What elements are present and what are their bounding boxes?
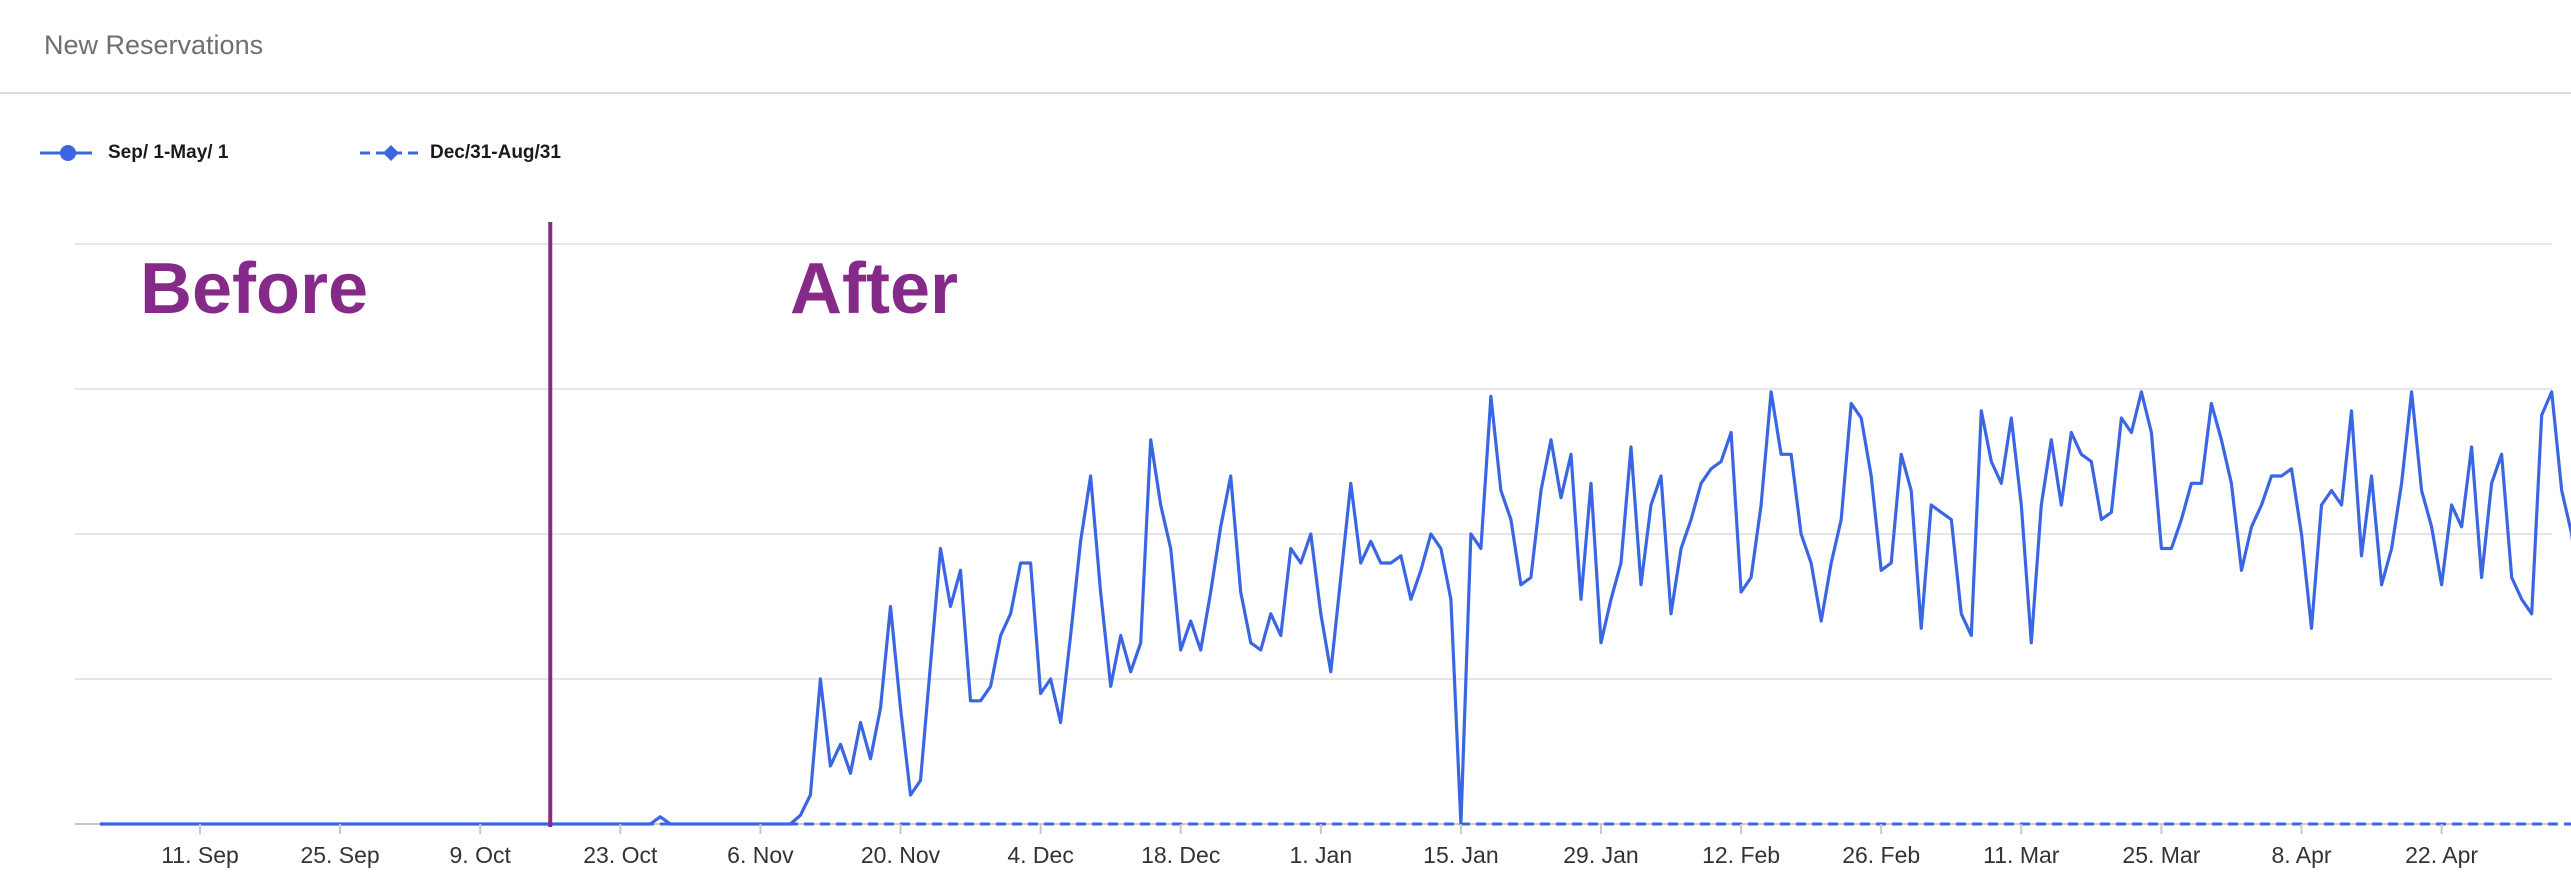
x-tick-label: 1. Jan xyxy=(1289,842,1352,868)
x-tick-label: 11. Mar xyxy=(1983,842,2060,868)
x-tick-label: 22. Apr xyxy=(2405,842,2478,868)
legend-label-series-2: Dec/31-Aug/31 xyxy=(430,142,561,163)
x-tick-label: 15. Jan xyxy=(1423,842,1498,868)
legend-dashed-diamond-icon xyxy=(360,145,418,161)
chart-header: New Reservations xyxy=(0,0,2571,94)
x-tick-label: 4. Dec xyxy=(1007,842,1073,868)
x-tick-label: 25. Sep xyxy=(300,842,379,868)
x-axis: 11. Sep 25. Sep 9. Oct 23. Oct 6. Nov 20. Nov… xyxy=(161,824,2478,868)
legend-label-series-1: Sep/ 1-May/ 1 xyxy=(108,142,229,163)
x-tick-label: 9. Oct xyxy=(450,842,512,868)
x-tick-label: 29. Jan xyxy=(1563,842,1638,868)
chart-title: New Reservations xyxy=(44,30,264,60)
x-tick-label: 6. Nov xyxy=(727,842,794,868)
series-sep1-may1 xyxy=(99,390,2571,826)
x-tick-label: 18. Dec xyxy=(1141,842,1220,868)
legend-solid-circle-icon xyxy=(40,145,92,161)
annotation-after: After xyxy=(790,249,958,329)
x-tick-label: 23. Oct xyxy=(583,842,658,868)
x-tick-label: 12. Feb xyxy=(1702,842,1780,868)
x-tick-label: 11. Sep xyxy=(161,842,239,868)
annotation-before: Before xyxy=(140,249,368,329)
legend-item-series-1[interactable]: Sep/ 1-May/ 1 xyxy=(40,138,270,168)
x-tick-label: 20. Nov xyxy=(861,842,941,868)
x-tick-label: 8. Apr xyxy=(2271,842,2331,868)
gridlines xyxy=(75,243,2552,825)
x-tick-label: 26. Feb xyxy=(1842,842,1920,868)
x-tick-label: 25. Mar xyxy=(2122,842,2200,868)
legend-item-series-2[interactable]: Dec/31-Aug/31 xyxy=(360,138,640,168)
series-line-solid xyxy=(99,390,2571,826)
